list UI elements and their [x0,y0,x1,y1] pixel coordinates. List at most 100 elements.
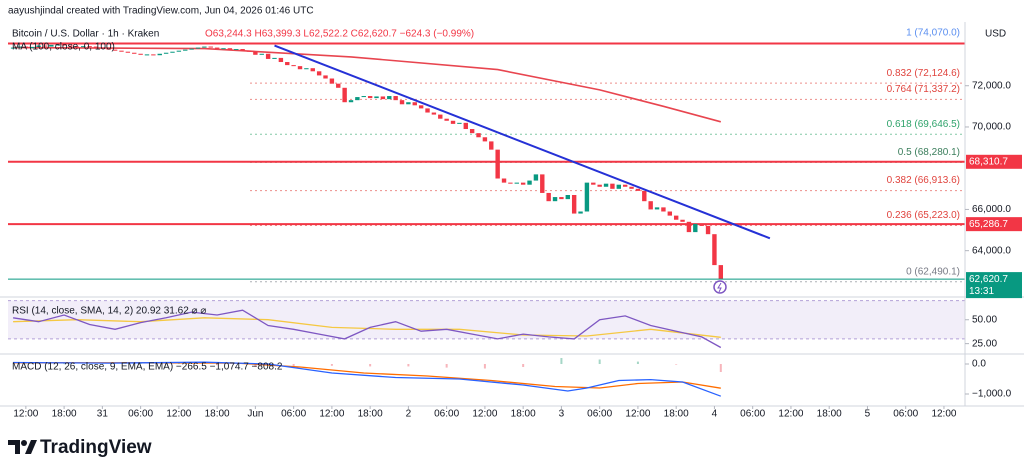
x-tick-label: 18:00 [52,409,77,420]
candle-body [208,46,213,48]
candle-body [310,68,315,72]
candle-body [361,96,366,98]
candle-body [559,197,564,200]
x-tick-label: 31 [97,409,109,420]
y-tick-label: 64,000.0 [972,245,1011,256]
candle-body [508,182,513,184]
candle-body [304,68,309,70]
x-tick-label: 06:00 [893,409,918,420]
x-tick-label: 06:00 [128,409,153,420]
candle-body [132,52,137,54]
candle-body [355,97,360,101]
macd-hist-bar [636,361,639,365]
candle-body [36,45,41,47]
x-tick-label: 18:00 [817,409,842,420]
rsi-line [13,309,722,349]
x-tick-label: 06:00 [740,409,765,420]
macd-hist-bar [63,363,66,365]
macd-hist-bar [139,363,142,365]
candle-body [667,211,673,216]
candle-body [399,100,405,105]
candle-body [342,87,347,103]
plot-layer: 1 (74,070.0) 0.832 (72,124.6) 0.764 (71,33… [8,28,965,397]
candle-body [438,114,443,119]
candle-body [622,184,628,187]
candle-body [278,57,284,63]
candle-body [610,183,615,189]
macd-hist-bar [369,364,372,367]
macd-hist-bar [560,358,563,365]
y-tick-label: 66,000.0 [972,204,1011,215]
candle-body [629,186,634,189]
candle-body [151,54,156,56]
rsi-label: RSI (14, close, SMA, 14, 2) 20.92 31.62 … [12,306,206,317]
y-tick-label: 70,000.0 [972,122,1011,133]
currency: USD [985,29,1006,40]
x-tick-label: 12:00 [778,409,803,420]
candle-body [42,45,48,47]
level-box [966,217,1022,232]
candle-body [673,215,679,220]
x-tick-label: 12:00 [319,409,344,420]
candle-body [323,75,328,79]
candle-body [457,122,462,124]
candle-body [520,182,526,185]
x-tick-label: 18:00 [511,409,536,420]
candle-body [425,108,430,113]
logo-mark [25,440,37,454]
candle-body [712,234,717,266]
x-tick-label: 3 [559,409,565,420]
x-tick-label: 12:00 [931,409,956,420]
candle-body [285,62,290,66]
candle-body [393,96,398,101]
macd-hist-bar [254,364,257,368]
y-tick-label: 50.00 [972,314,997,325]
candle-body [87,46,92,48]
x-tick-label: 5 [865,409,871,420]
candle-body [412,102,417,106]
candle-body [246,50,252,52]
x-tick-label: 18:00 [358,409,383,420]
candle-body [705,225,711,235]
candle-body [463,122,468,130]
candle-body [106,48,111,50]
x-tick-label: 12:00 [13,409,38,420]
candle-body [195,47,201,49]
trendline [274,44,771,240]
candle-body [444,118,449,121]
candle-body [616,184,621,189]
candle-body [291,65,296,67]
fib-label: 1 (74,070.0) [906,28,960,39]
fib-label: 0.382 (66,913.6) [887,175,960,186]
candle-body [584,182,590,212]
macd-hist-bar [522,364,525,368]
candle-body [202,46,207,48]
event-icon [717,282,722,293]
x-tick-label: 4 [712,409,718,420]
x-tick-label: 12:00 [472,409,497,420]
fib-label: 0.832 (72,124.6) [887,68,960,79]
candle-body [214,47,220,49]
event-marker[interactable] [713,280,727,294]
candle-body [253,51,258,55]
candle-body [476,133,481,138]
candle-body [100,47,105,49]
candle-body [578,211,583,214]
macd-hist-bar [330,364,333,366]
candle-body [272,57,277,59]
candle-body [367,96,373,99]
candle-body [93,46,99,48]
candle-body [406,102,411,105]
macd-hist-bar [407,364,410,367]
candle-body [119,50,124,52]
x-tick-label: 06:00 [281,409,306,420]
candle-body [495,149,500,179]
y-tick-label: 72,000.0 [972,80,1011,91]
macd-hist-bar [24,363,27,365]
macd-hist-bar [675,364,678,365]
macd-hist-bar [483,364,486,369]
candle-body [374,96,379,99]
candle-body [450,120,456,124]
macd-label: MACD (12, 26, close, 9, EMA, EMA) −266.5… [12,362,283,373]
